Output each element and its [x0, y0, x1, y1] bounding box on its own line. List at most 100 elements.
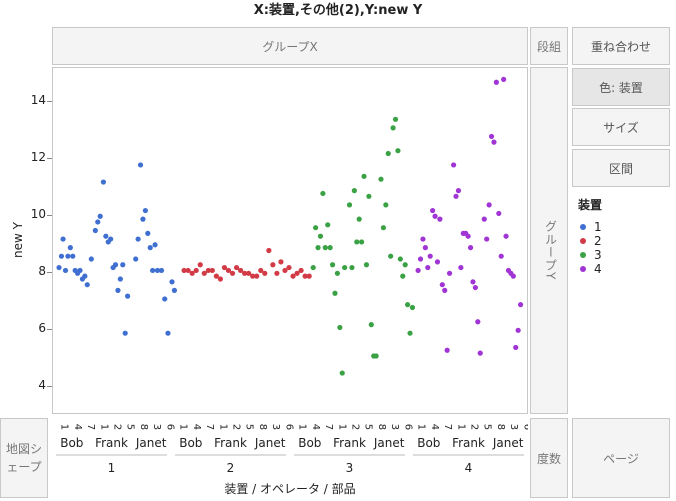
data-point-series-4[interactable]: [422, 245, 428, 251]
data-point-series-4[interactable]: [472, 284, 478, 291]
size-button[interactable]: サイズ: [572, 108, 670, 146]
data-point-series-3[interactable]: [325, 222, 331, 228]
data-point-series-4[interactable]: [496, 210, 502, 217]
data-point-series-1[interactable]: [150, 267, 156, 274]
data-point-series-3[interactable]: [385, 150, 391, 157]
data-point-series-4[interactable]: [437, 216, 443, 222]
data-point-series-2[interactable]: [294, 270, 300, 276]
data-point-series-2[interactable]: [290, 273, 296, 279]
data-point-series-3[interactable]: [366, 193, 372, 199]
data-point-series-3[interactable]: [373, 353, 379, 359]
data-point-series-3[interactable]: [397, 256, 403, 262]
data-point-series-2[interactable]: [298, 267, 304, 274]
data-point-series-4[interactable]: [493, 79, 499, 85]
data-point-series-2[interactable]: [185, 267, 191, 274]
data-point-series-4[interactable]: [517, 302, 524, 308]
data-point-series-1[interactable]: [169, 279, 175, 285]
map-shape-dropzone[interactable]: 地図シェープ: [0, 418, 48, 498]
data-point-series-3[interactable]: [315, 245, 321, 251]
data-point-series-2[interactable]: [201, 270, 207, 276]
group-x-dropzone[interactable]: グループX: [52, 27, 528, 65]
data-point-series-1[interactable]: [162, 296, 168, 302]
data-point-series-3[interactable]: [409, 304, 416, 311]
data-point-series-3[interactable]: [390, 125, 396, 131]
data-point-series-2[interactable]: [270, 262, 276, 268]
data-point-series-3[interactable]: [327, 245, 333, 251]
data-point-series-2[interactable]: [233, 264, 240, 271]
data-point-series-4[interactable]: [427, 253, 433, 259]
data-point-series-2[interactable]: [250, 273, 256, 279]
data-point-series-2[interactable]: [237, 267, 244, 274]
data-point-series-1[interactable]: [117, 276, 123, 282]
data-point-series-2[interactable]: [217, 276, 224, 282]
data-point-series-2[interactable]: [242, 270, 248, 276]
color-button[interactable]: 色: 装置: [572, 68, 670, 106]
data-point-series-1[interactable]: [145, 230, 151, 236]
data-point-series-2[interactable]: [278, 259, 284, 265]
data-point-series-3[interactable]: [383, 202, 389, 208]
data-point-series-1[interactable]: [92, 227, 98, 234]
data-point-series-4[interactable]: [415, 267, 421, 274]
data-point-series-1[interactable]: [77, 267, 83, 274]
legend-item-4[interactable]: 4: [580, 262, 602, 276]
legend-item-2[interactable]: 2: [580, 234, 602, 248]
data-point-series-1[interactable]: [125, 293, 131, 299]
data-point-series-4[interactable]: [498, 253, 504, 259]
data-point-series-1[interactable]: [152, 242, 158, 248]
plot-area[interactable]: [52, 67, 528, 414]
data-point-series-3[interactable]: [395, 148, 401, 154]
data-point-series-1[interactable]: [147, 245, 153, 251]
data-point-series-3[interactable]: [320, 190, 326, 197]
data-point-series-1[interactable]: [165, 330, 171, 336]
legend-item-3[interactable]: 3: [580, 248, 602, 262]
data-point-series-2[interactable]: [246, 270, 252, 276]
data-point-series-1[interactable]: [171, 287, 178, 293]
data-point-series-4[interactable]: [484, 236, 490, 242]
data-point-series-3[interactable]: [361, 173, 367, 179]
data-point-series-4[interactable]: [439, 282, 445, 288]
data-point-series-3[interactable]: [332, 290, 338, 296]
data-point-series-2[interactable]: [266, 247, 272, 254]
data-point-series-1[interactable]: [84, 282, 90, 288]
data-point-series-4[interactable]: [470, 279, 476, 285]
data-point-series-1[interactable]: [120, 262, 126, 268]
data-point-series-1[interactable]: [95, 219, 101, 225]
data-point-series-4[interactable]: [501, 76, 507, 83]
data-point-series-1[interactable]: [112, 262, 119, 268]
data-point-series-2[interactable]: [221, 264, 228, 271]
data-point-series-4[interactable]: [430, 207, 436, 214]
data-point-series-1[interactable]: [158, 267, 165, 274]
data-point-series-2[interactable]: [229, 270, 236, 276]
data-point-series-4[interactable]: [465, 233, 471, 239]
data-point-series-4[interactable]: [444, 347, 450, 353]
data-point-series-3[interactable]: [388, 253, 394, 259]
data-point-series-2[interactable]: [193, 267, 199, 274]
data-point-series-3[interactable]: [313, 225, 319, 231]
data-point-series-1[interactable]: [65, 253, 71, 259]
data-point-series-2[interactable]: [302, 273, 308, 279]
data-point-series-3[interactable]: [342, 264, 348, 271]
data-point-series-1[interactable]: [97, 213, 103, 219]
data-point-series-2[interactable]: [306, 273, 312, 279]
data-point-series-4[interactable]: [432, 213, 438, 219]
data-point-series-4[interactable]: [513, 344, 519, 351]
data-point-series-2[interactable]: [282, 267, 288, 274]
data-point-series-4[interactable]: [455, 188, 462, 194]
data-point-series-1[interactable]: [82, 273, 88, 279]
group-y-dropzone[interactable]: [530, 67, 568, 414]
data-point-series-1[interactable]: [135, 236, 141, 242]
data-point-series-2[interactable]: [254, 273, 260, 279]
data-point-series-1[interactable]: [154, 267, 161, 274]
data-point-series-3[interactable]: [407, 330, 413, 336]
data-point-series-1[interactable]: [58, 253, 65, 259]
data-point-series-4[interactable]: [446, 270, 453, 276]
data-point-series-1[interactable]: [115, 287, 121, 293]
data-point-series-4[interactable]: [488, 133, 495, 140]
data-point-series-4[interactable]: [515, 327, 521, 333]
data-point-series-3[interactable]: [392, 116, 399, 122]
data-point-series-4[interactable]: [453, 193, 459, 199]
data-point-series-1[interactable]: [108, 236, 114, 242]
data-point-series-3[interactable]: [322, 245, 328, 251]
data-point-series-3[interactable]: [405, 302, 411, 308]
data-point-series-2[interactable]: [205, 267, 211, 274]
